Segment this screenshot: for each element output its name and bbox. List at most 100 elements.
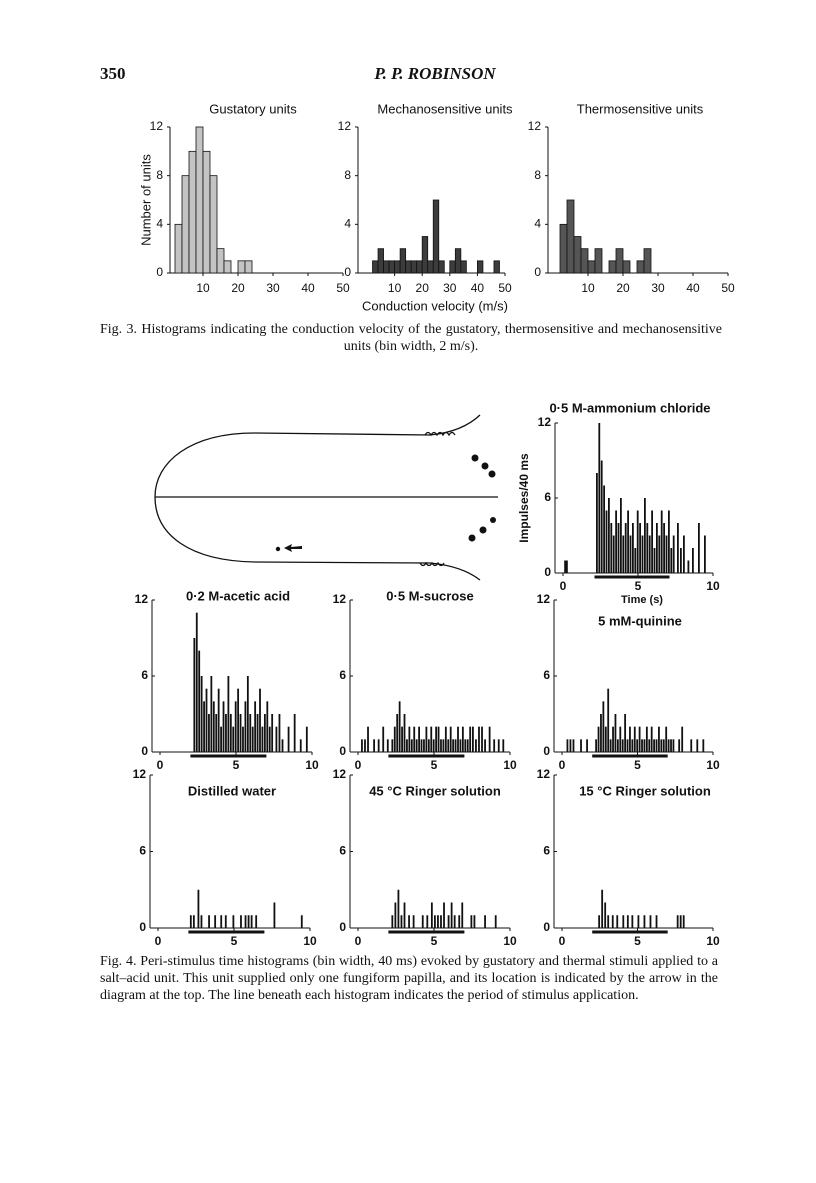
y-axis-label: Impulses/40 ms [517,453,531,543]
psth-bar [702,739,705,752]
psth-bar [682,915,685,928]
psth-bar [459,739,462,752]
histogram-bar [421,236,429,274]
psth-bar [607,915,610,928]
psth-bar [626,739,629,752]
y-tick-label: 0 [141,744,148,758]
x-tick-label: 0 [559,934,566,948]
y-tick-label: 12 [150,119,164,133]
psth-bar [398,701,401,752]
psth-bar [660,510,663,573]
psth-bar [461,902,464,928]
psth-bar [646,523,649,573]
psth-bar [458,915,461,928]
histogram-bar [449,260,456,274]
psth-bar [299,739,302,752]
y-tick-label: 12 [333,767,347,781]
psth-bar [564,560,566,573]
psth-bar [580,739,582,752]
x-tick-label: 20 [416,281,430,295]
psth-bar [255,915,258,928]
psth-bar [572,739,575,752]
psth-bar [444,726,447,752]
histogram-bar [244,260,253,274]
psth-bar [607,688,610,752]
psth-bar [377,739,380,752]
histogram-bar [223,260,232,274]
psth-bar [645,726,648,752]
y-tick-label: 0 [156,265,163,279]
psth-bar [237,688,240,752]
psth-bar [672,535,675,573]
x-tick-label: 20 [231,281,245,295]
papillae [419,561,445,567]
psth-bar [403,902,406,928]
psth-bar [259,688,261,752]
chart-title: 0·5 M-sucrose [386,588,473,603]
psth-bar [484,915,486,928]
chart-title: 0·5 M-ammonium chloride [549,400,710,415]
psth-bar [649,915,652,928]
psth-bar [655,915,658,928]
psth-bar [242,726,244,752]
psth-bar [670,739,672,752]
psth-bar [566,560,568,573]
psth-bar [452,739,455,752]
psth-bar [670,548,673,573]
psth-bar [608,498,610,573]
psth-bar [382,726,385,752]
x-tick-label: 10 [706,934,720,948]
psth-bar [569,739,572,752]
chart-title: 5 mM-quinine [598,613,682,628]
psth-bar [658,726,660,752]
psth-bar [667,739,670,752]
psth-bar [648,535,651,573]
psth-bar [698,523,700,573]
psth-bar [195,612,198,752]
chart-title: 45 °C Ringer solution [369,783,501,798]
psth-bar [397,889,400,928]
psth-bar [193,638,196,752]
psth-bar [464,739,467,752]
psth-bar [639,523,641,573]
psth-bar [620,498,622,573]
psth-bar [629,726,631,752]
x-tick-label: 10 [503,934,517,948]
tongue-outline [154,432,431,564]
psth-bar [631,739,634,752]
psth-bar [437,726,440,752]
psth-bar [681,726,684,752]
histogram-bar [394,260,401,274]
histogram-bar [209,175,218,274]
psth-bar [396,714,399,752]
psth-bar [421,915,424,928]
papillae [424,431,456,437]
histogram-bar [566,199,575,274]
psth-bar [687,560,690,573]
psth-bar [426,915,429,928]
psth-bar [658,535,661,573]
psth-bar [367,726,369,752]
psth-bar [683,535,685,573]
psth-bar [653,739,656,752]
psth-bar [475,739,477,752]
psth-bar [662,739,665,752]
psth-bar [644,498,646,573]
psth-bar [643,915,646,928]
psth-bar [472,726,474,752]
psth-bar [680,548,682,573]
histogram-bar [454,248,462,274]
y-tick-label: 6 [339,844,346,858]
psth-bar [271,714,274,752]
y-tick-label: 0 [339,920,346,934]
psth-bar [266,701,269,752]
psth-bar [601,889,604,928]
psth-bar [254,701,257,752]
psth-bar [643,739,646,752]
histogram-bar [427,260,434,274]
x-tick-label: 10 [706,758,720,772]
psth-bar [600,460,603,573]
psth-bar [663,523,665,573]
psth-bar [676,915,679,928]
